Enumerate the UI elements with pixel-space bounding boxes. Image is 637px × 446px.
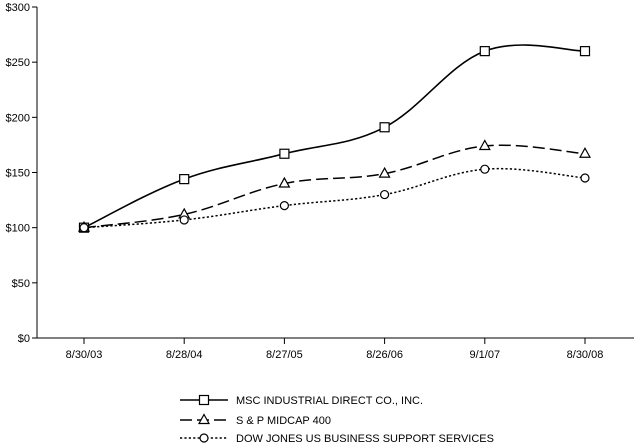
x-tick-label: 8/28/04 <box>166 349 203 361</box>
series-3 <box>79 164 590 233</box>
y-tick-label: $250 <box>6 57 30 69</box>
data-point <box>478 139 491 151</box>
legend-marker <box>199 433 209 443</box>
legend-item: S & P MIDCAP 400 <box>180 413 331 427</box>
legend-marker <box>197 413 211 425</box>
data-point <box>179 215 189 225</box>
series-2 <box>77 139 592 232</box>
y-tick-label: $50 <box>12 278 30 290</box>
series-line <box>83 44 586 229</box>
data-point <box>578 147 592 158</box>
data-point <box>279 201 289 211</box>
x-tick-label: 9/1/07 <box>470 349 501 361</box>
data-point <box>379 122 390 133</box>
x-tick-label: 8/30/08 <box>567 349 604 361</box>
legend-item: DOW JONES US BUSINESS SUPPORT SERVICES <box>180 433 494 445</box>
chart-axes <box>36 7 634 339</box>
x-axis-ticks: 8/30/03 8/28/04 8/27/05 8/26/06 9/1/07 8/30/0… <box>66 338 604 361</box>
legend-label: DOW JONES US BUSINESS SUPPORT SERVICES <box>236 433 494 445</box>
data-point <box>380 189 390 200</box>
legend-label: MSC INDUSTRIAL DIRECT CO., INC. <box>236 395 423 407</box>
series-line <box>83 144 586 229</box>
x-tick-label: 8/30/03 <box>66 349 103 361</box>
data-point <box>580 173 590 183</box>
legend-label: S & P MIDCAP 400 <box>236 415 331 427</box>
legend-item: MSC INDUSTRIAL DIRECT CO., INC. <box>180 394 423 407</box>
data-point <box>279 148 290 159</box>
chart-series <box>77 44 592 233</box>
y-tick-label: $100 <box>6 223 30 235</box>
data-point <box>480 164 490 174</box>
series-line <box>83 167 586 229</box>
data-point <box>79 223 89 233</box>
chart-legend: MSC INDUSTRIAL DIRECT CO., INC. S & P MID… <box>180 394 494 445</box>
data-point <box>179 174 190 185</box>
y-tick-label: $300 <box>6 2 30 14</box>
x-tick-label: 8/26/06 <box>366 349 403 361</box>
series-1 <box>78 44 591 233</box>
data-point <box>479 46 490 57</box>
y-tick-label: $150 <box>6 168 30 180</box>
data-point <box>278 176 291 188</box>
y-tick-label: $0 <box>18 333 30 345</box>
y-axis-ticks: $0 $50 $100 $150 $200 $250 $300 <box>6 2 37 345</box>
data-point <box>378 166 391 178</box>
y-tick-label: $200 <box>6 112 30 124</box>
data-point <box>579 46 591 57</box>
x-tick-label: 8/27/05 <box>266 349 303 361</box>
legend-marker <box>198 394 210 406</box>
